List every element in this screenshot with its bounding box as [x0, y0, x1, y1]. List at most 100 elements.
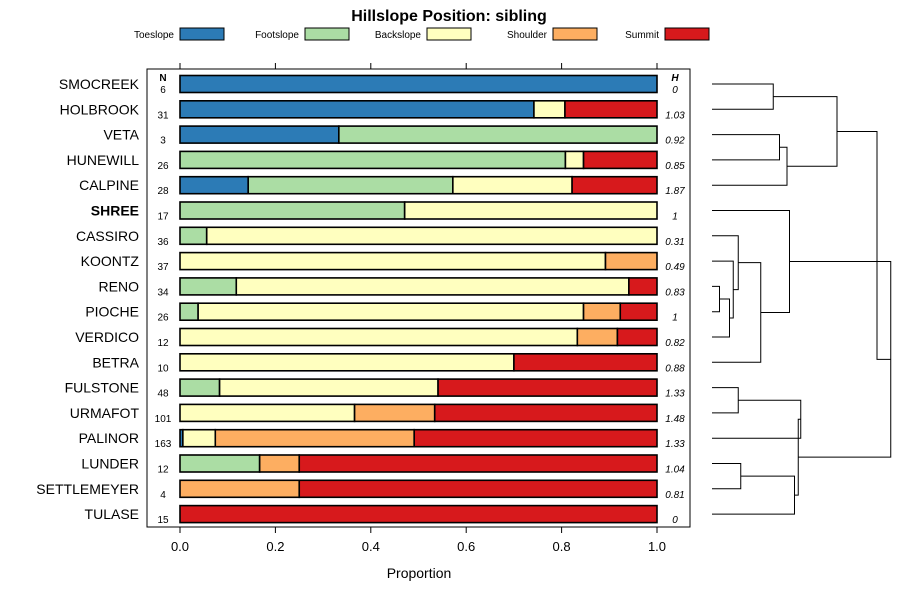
- row-n-reno: 34: [157, 287, 169, 298]
- dendrogram-branch: [712, 134, 780, 161]
- dendrogram-branch: [712, 475, 795, 515]
- row-label-urmafot: URMAFOT: [70, 405, 140, 421]
- row-h-tulase: 0: [672, 515, 678, 526]
- bar-segment-calpine-footslope: [247, 175, 454, 195]
- x-tick-label: 0.6: [457, 539, 475, 554]
- row-label-holbrook: HOLBROOK: [60, 101, 140, 117]
- row-h-fulstone: 1.33: [665, 389, 685, 400]
- dendrogram-branch: [837, 130, 891, 360]
- bar-segment-hunewill-footslope: [179, 150, 567, 170]
- legend-label-footslope: Footslope: [255, 30, 299, 41]
- bar-segment-urmafot-shoulder: [353, 403, 436, 423]
- row-n-calpine: 28: [157, 186, 169, 197]
- row-label-reno: RENO: [99, 278, 140, 294]
- row-n-lunder: 12: [157, 465, 169, 476]
- n-column-header: N: [159, 73, 166, 84]
- legend-label-backslope: Backslope: [375, 30, 422, 41]
- legend: Toeslope Footslope Backslope Shoulder Summit: [134, 27, 710, 41]
- dendrogram-branch: [712, 83, 774, 110]
- bar-segment-fulstone-footslope: [179, 378, 221, 397]
- row-h-holbrook: 1.03: [665, 110, 685, 121]
- bar-segment-urmafot-backslope: [179, 403, 356, 423]
- row-h-veta: 0.92: [665, 136, 685, 147]
- bar-segment-pioche-summit: [619, 302, 658, 322]
- row-label-hunewill: HUNEWILL: [67, 152, 140, 168]
- dendrogram: [712, 83, 892, 515]
- bar-segment-koontz-shoulder: [604, 251, 658, 271]
- row-label-pioche: PIOCHE: [85, 304, 139, 320]
- row-h-palinor: 1.33: [665, 439, 685, 450]
- bar-segment-holbrook-summit: [564, 100, 658, 119]
- legend-swatch-backslope: [426, 27, 472, 41]
- bar-segment-lunder-shoulder: [258, 454, 301, 473]
- bar-segment-reno-summit: [628, 277, 658, 296]
- x-tick-label: 1.0: [648, 539, 666, 554]
- bar-segment-pioche-footslope: [179, 302, 199, 322]
- bar-segment-verdico-backslope: [179, 327, 579, 347]
- row-n-fulstone: 48: [157, 389, 169, 400]
- row-n-koontz: 37: [157, 262, 169, 273]
- x-tick-label: 0.2: [266, 539, 284, 554]
- row-n-verdico: 12: [157, 338, 169, 349]
- bar-segment-tulase-summit: [179, 504, 658, 524]
- row-label-tulase: TULASE: [85, 506, 139, 522]
- bar-segment-pioche-shoulder: [582, 302, 622, 322]
- row-h-betra: 0.88: [665, 363, 685, 374]
- x-tick-label: 0.0: [171, 539, 189, 554]
- bar-segment-veta-toeslope: [179, 125, 340, 144]
- bar-segment-fulstone-backslope: [218, 378, 439, 397]
- legend-label-shoulder: Shoulder: [507, 30, 548, 41]
- row-label-smocreek: SMOCREEK: [59, 76, 140, 92]
- bar-segment-koontz-backslope: [179, 251, 607, 271]
- bar-segment-settlemeyer-summit: [298, 479, 658, 499]
- row-label-cassiro: CASSIRO: [76, 228, 139, 244]
- bar-segment-hunewill-summit: [582, 150, 658, 170]
- row-label-fulstone: FULSTONE: [65, 380, 139, 396]
- bar-segment-shree-footslope: [179, 201, 406, 220]
- row-label-calpine: CALPINE: [79, 177, 139, 193]
- bar-segment-lunder-summit: [298, 454, 658, 473]
- row-h-shree: 1: [672, 212, 678, 223]
- dendrogram-branch: [789, 260, 892, 458]
- bar-segment-pioche-backslope: [197, 302, 585, 322]
- bar-segment-cassiro-footslope: [179, 226, 208, 246]
- row-h-pioche: 1: [672, 313, 678, 324]
- bar-segment-palinor-shoulder: [214, 428, 416, 448]
- x-tick-label: 0.4: [362, 539, 380, 554]
- row-n-shree: 17: [157, 212, 169, 223]
- dendrogram-branch: [712, 260, 734, 319]
- row-h-smocreek: 0: [672, 85, 678, 96]
- bar-segment-holbrook-backslope: [533, 100, 566, 119]
- bar-segment-lunder-footslope: [179, 454, 261, 473]
- row-label-verdico: VERDICO: [75, 329, 139, 345]
- row-label-koontz: KOONTZ: [81, 253, 140, 269]
- dendrogram-branch: [712, 146, 788, 186]
- bar-segment-verdico-shoulder: [576, 327, 619, 347]
- bar-segment-hunewill-backslope: [564, 150, 585, 170]
- dendrogram-branch: [712, 399, 802, 439]
- row-n-veta: 3: [160, 136, 166, 147]
- plot-frame: [146, 68, 691, 528]
- row-h-hunewill: 0.85: [665, 161, 685, 172]
- row-h-settlemeyer: 0.81: [665, 490, 684, 501]
- legend-label-summit: Summit: [625, 30, 659, 41]
- legend-swatch-footslope: [304, 27, 350, 41]
- bar-segment-fulstone-summit: [437, 378, 658, 397]
- row-n-hunewill: 26: [157, 161, 169, 172]
- bar-segment-settlemeyer-shoulder: [179, 479, 301, 499]
- x-axis-label: Proportion: [387, 565, 452, 581]
- bar-segment-holbrook-toeslope: [179, 100, 535, 119]
- row-h-koontz: 0.49: [665, 262, 685, 273]
- bar-segment-calpine-backslope: [452, 175, 573, 195]
- row-label-betra: BETRA: [92, 354, 139, 370]
- bar-segment-betra-backslope: [179, 352, 515, 372]
- bar-segment-veta-footslope: [338, 125, 658, 144]
- bar-segment-reno-backslope: [235, 277, 630, 296]
- bar-segment-betra-summit: [513, 352, 658, 372]
- row-n-settlemeyer: 4: [160, 490, 166, 501]
- dendrogram-branch: [712, 387, 739, 414]
- row-n-betra: 10: [157, 363, 169, 374]
- row-n-urmafot: 101: [155, 414, 172, 425]
- h-column-header: H: [671, 73, 679, 84]
